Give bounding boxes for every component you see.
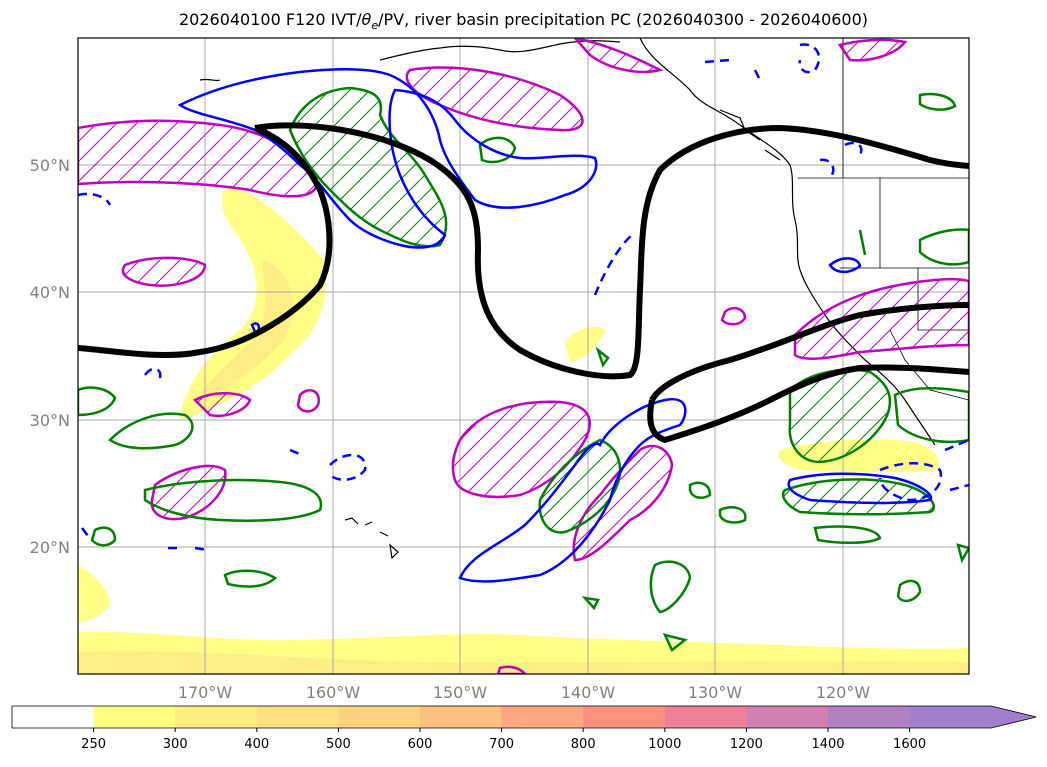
- ivt-dashed-contours: [78, 43, 969, 552]
- map-title: 2026040100 F120 IVT/θe/PV, river basin p…: [0, 10, 1047, 32]
- colorbar-tick-label: 700: [489, 737, 514, 752]
- colorbar-tick-label: 600: [408, 737, 433, 752]
- lon-tick-label: 140°W: [561, 683, 616, 702]
- colorbar-tick-label: 500: [326, 737, 351, 752]
- colorbar-extend-arrow: [991, 706, 1037, 728]
- colorbar: 250 300 400 500 600 700 800 1000 1200 1400 1600: [11, 705, 1037, 752]
- lon-tick-labels: 170°W 160°W 150°W 140°W 130°W 120°W: [178, 683, 871, 702]
- lat-tick-label: 20°N: [30, 538, 70, 557]
- colorbar-tick-label: 300: [163, 737, 188, 752]
- lon-tick-label: 160°W: [306, 683, 361, 702]
- title-prefix: 2026040100 F120 IVT/: [178, 10, 362, 29]
- colorbar-segment: [583, 706, 666, 728]
- colorbar-segment: [338, 706, 421, 728]
- pv-contours: [78, 38, 969, 674]
- borders: [798, 38, 969, 401]
- colorbar-segment: [746, 706, 829, 728]
- colorbar-tick-label: 1200: [730, 737, 763, 752]
- colorbar-segment: [664, 706, 747, 728]
- title-theta-subscript: e: [371, 19, 379, 33]
- colorbar-tick-label: 250: [81, 737, 106, 752]
- lat-tick-label: 40°N: [30, 283, 70, 302]
- colorbar-tick-label: 400: [244, 737, 269, 752]
- map-frame: [77, 37, 970, 675]
- colorbar-segment: [12, 706, 95, 728]
- map-content: [78, 38, 969, 674]
- colorbar-segment: [256, 706, 339, 728]
- pv-thick-contours: [78, 122, 969, 444]
- title-theta: θ: [361, 10, 372, 29]
- colorbar-segment: [501, 706, 584, 728]
- title-suffix: /PV, river basin precipitation PC (20260…: [378, 10, 869, 29]
- colorbar-tick-label: 1400: [811, 737, 844, 752]
- lat-tick-label: 50°N: [30, 156, 70, 175]
- lat-tick-labels: 50°N 40°N 30°N 20°N: [30, 156, 70, 557]
- lon-tick-label: 120°W: [816, 683, 871, 702]
- colorbar-segment: [420, 706, 503, 728]
- lon-tick-label: 150°W: [433, 683, 488, 702]
- colorbar-tick-label: 1600: [893, 737, 926, 752]
- colorbar-tick-label: 1000: [648, 737, 681, 752]
- lon-tick-label: 130°W: [688, 683, 743, 702]
- colorbar-segment: [828, 706, 911, 728]
- colorbar-segment: [93, 706, 176, 728]
- colorbar-segment: [175, 706, 258, 728]
- ivt-contours: [177, 68, 933, 583]
- lat-tick-label: 30°N: [30, 411, 70, 430]
- lon-tick-label: 170°W: [178, 683, 233, 702]
- colorbar-segment: [909, 706, 992, 728]
- colorbar-outline: [11, 705, 1037, 729]
- colorbar-tick-label: 800: [571, 737, 596, 752]
